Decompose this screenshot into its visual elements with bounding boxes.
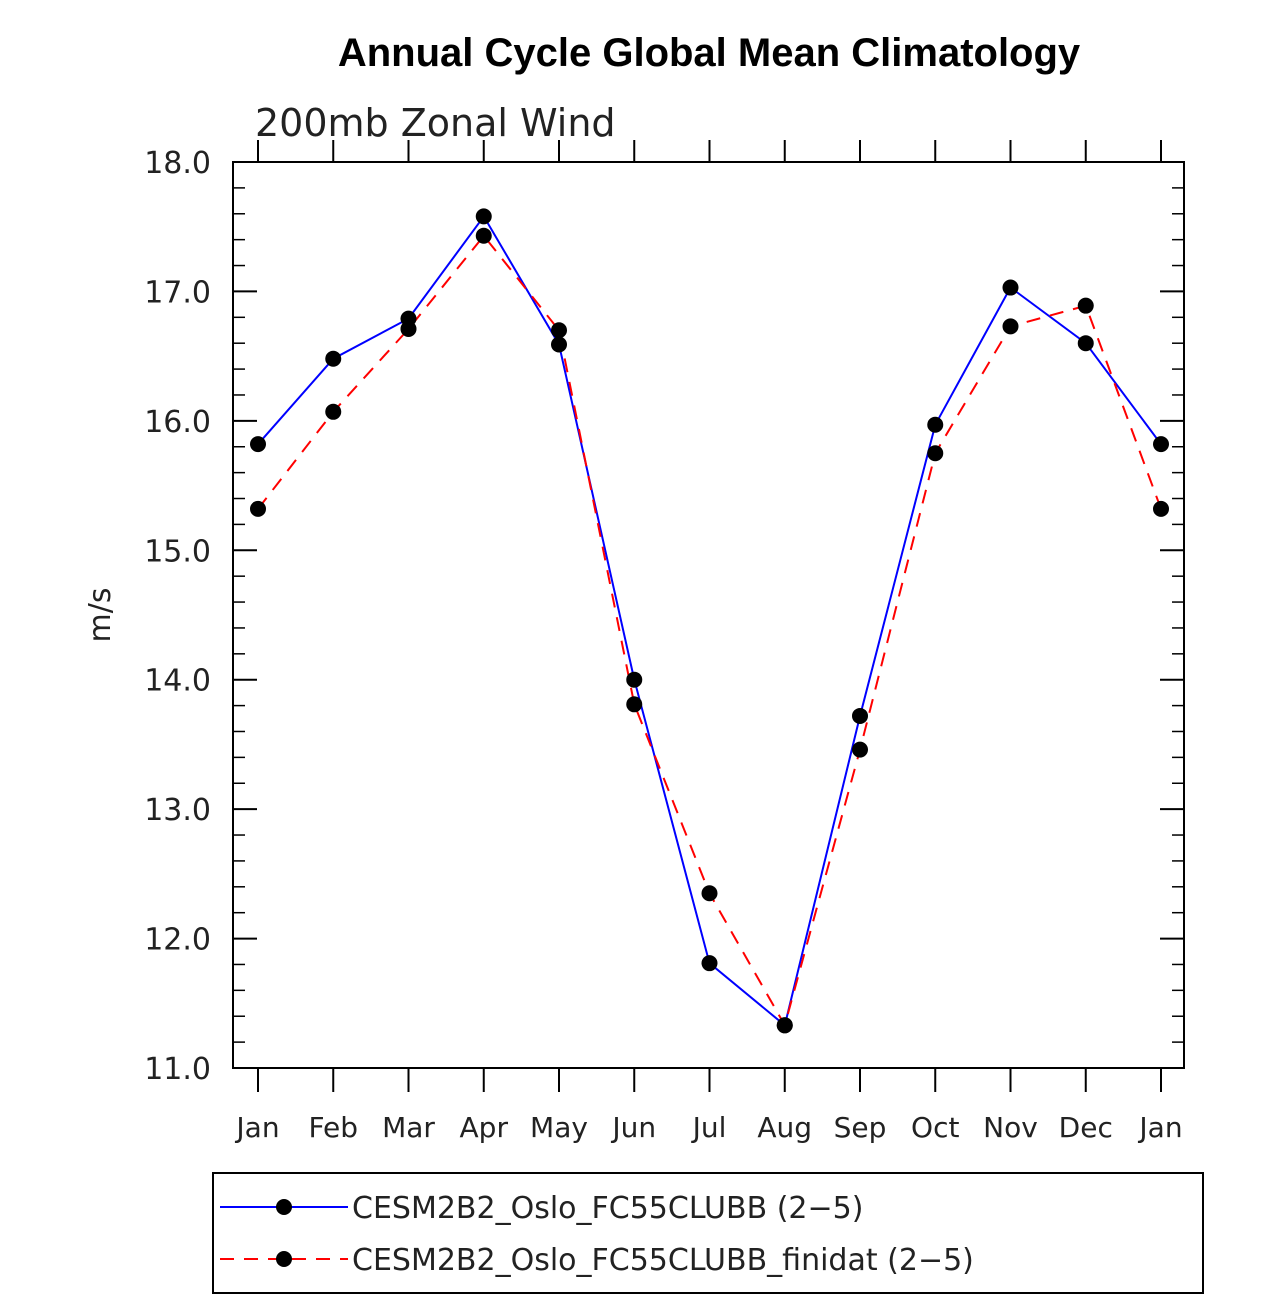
data-point-series-2 — [1153, 500, 1169, 517]
series-layer — [250, 208, 1169, 1034]
legend-marker-series-1 — [276, 1199, 292, 1215]
data-point-series-1 — [852, 707, 868, 724]
legend: CESM2B2_Oslo_FC55CLUBB (2−5) CESM2B2_Osl… — [212, 1172, 1204, 1294]
x-tick-labels: Jan Feb Mar Apr May Jun Jul Aug Sep Oct Nov Dec Jan — [234, 1111, 1182, 1144]
data-point-series-1 — [927, 416, 944, 433]
y-tick-label: 13.0 — [144, 793, 211, 828]
y-tick-label: 16.0 — [144, 405, 211, 440]
x-tick-label: Sep — [834, 1111, 887, 1144]
data-point-series-1 — [250, 436, 266, 453]
data-point-series-2 — [701, 885, 718, 902]
data-point-series-2 — [400, 320, 417, 337]
data-point-series-2 — [852, 741, 868, 758]
y-tick-labels: 11.0 12.0 13.0 14.0 15.0 16.0 17.0 18.0 — [144, 146, 211, 1087]
x-tick-label: Aug — [757, 1111, 812, 1144]
data-point-series-2 — [927, 445, 944, 462]
x-tick-label: Mar — [382, 1111, 435, 1144]
data-point-series-1 — [1153, 436, 1169, 453]
x-tick-label: Apr — [460, 1111, 509, 1144]
data-point-series-1 — [551, 336, 567, 353]
x-tick-label: Nov — [983, 1111, 1038, 1144]
chart-title: Annual Cycle Global Mean Climatology — [338, 31, 1081, 75]
data-point-series-2 — [776, 1017, 793, 1034]
x-tick-label: Jun — [610, 1111, 656, 1144]
data-point-series-2 — [250, 500, 266, 517]
data-point-series-2 — [551, 322, 567, 339]
x-tick-label: Dec — [1059, 1111, 1113, 1144]
legend-box — [212, 1172, 1204, 1294]
series-line-1 — [257, 214, 1162, 1028]
series-line-2 — [257, 234, 1162, 1028]
data-point-series-1 — [701, 955, 718, 972]
axis-ticks — [233, 140, 1184, 1092]
data-point-series-1 — [1077, 335, 1094, 352]
data-point-series-1 — [1002, 279, 1019, 296]
x-tick-label: Feb — [308, 1111, 358, 1144]
y-tick-label: 11.0 — [144, 1052, 211, 1087]
y-tick-label: 12.0 — [144, 923, 211, 958]
y-tick-label: 15.0 — [144, 534, 211, 569]
legend-label-series-1: CESM2B2_Oslo_FC55CLUBB (2−5) — [352, 1191, 863, 1226]
x-tick-label: Jan — [234, 1111, 279, 1144]
legend-marker-series-2 — [276, 1251, 292, 1267]
x-tick-label: Jan — [1137, 1111, 1182, 1144]
data-point-series-1 — [325, 350, 342, 367]
chart-subtitle: 200mb Zonal Wind — [255, 101, 616, 145]
legend-label-series-2: CESM2B2_Oslo_FC55CLUBB_finidat (2−5) — [352, 1243, 974, 1278]
data-point-series-2 — [1002, 318, 1019, 335]
data-point-series-2 — [1077, 297, 1094, 314]
data-point-series-1 — [475, 208, 492, 225]
y-tick-label: 18.0 — [144, 146, 211, 181]
plot-border — [232, 161, 1185, 1069]
plot-frame — [232, 161, 1185, 1069]
y-axis-label: m/s — [83, 588, 118, 643]
data-point-series-2 — [626, 696, 643, 713]
data-point-series-2 — [325, 403, 342, 420]
y-tick-label: 17.0 — [144, 275, 211, 310]
data-point-series-1 — [626, 671, 643, 688]
y-tick-label: 14.0 — [144, 664, 211, 699]
data-point-series-2 — [475, 227, 492, 244]
x-tick-label: Oct — [911, 1111, 959, 1144]
x-tick-label: Jul — [691, 1111, 727, 1144]
x-tick-label: May — [530, 1111, 588, 1144]
